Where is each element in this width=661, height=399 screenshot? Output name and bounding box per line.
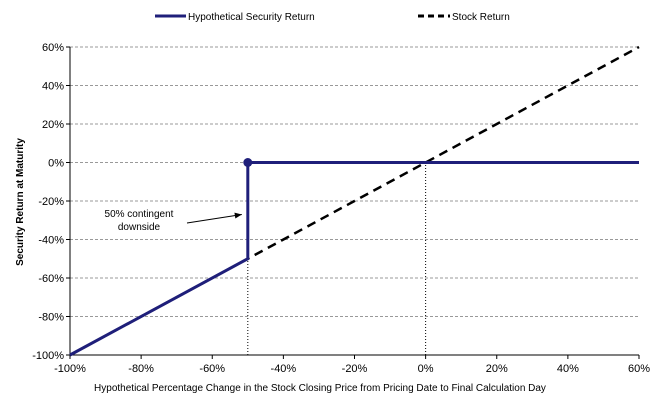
y-tick-label-4: -20% — [38, 196, 64, 208]
x-axis-title: Hypothetical Percentage Change in the St… — [94, 383, 546, 394]
y-tick-label-5: 0% — [48, 158, 64, 170]
y-tick-label-3: -40% — [38, 235, 64, 247]
legend-label-security-return: Hypothetical Security Return — [188, 12, 315, 23]
annotation-line-1: 50% contingent — [105, 209, 174, 220]
x-tick-label-5: 0% — [418, 363, 434, 375]
y-tick-label-7: 40% — [42, 81, 64, 93]
x-tick-label-8: 60% — [628, 363, 650, 375]
x-tick-label-3: -40% — [271, 363, 297, 375]
annotation: 50% contingent downside — [105, 209, 242, 233]
x-tick-label-0: -100% — [54, 363, 86, 375]
y-axis-title: Security Return at Maturity — [15, 138, 26, 266]
x-axis-ticks: -100% -80% -60% -40% -20% 0% 20% 40% 60% — [54, 355, 650, 375]
y-tick-label-6: 20% — [42, 119, 64, 131]
annotation-line-2: downside — [118, 222, 161, 233]
x-tick-label-2: -60% — [199, 363, 225, 375]
y-tick-label-8: 60% — [42, 42, 64, 54]
annotation-arrow — [187, 214, 242, 223]
security-return-marker — [243, 158, 252, 167]
legend-label-stock-return: Stock Return — [452, 12, 510, 23]
x-tick-label-6: 20% — [486, 363, 508, 375]
annotation-arrowhead — [234, 213, 241, 219]
series-line-0 — [70, 163, 639, 356]
legend: Hypothetical Security Return Stock Retur… — [155, 12, 510, 23]
x-tick-label-1: -80% — [128, 363, 154, 375]
y-tick-label-1: -80% — [38, 312, 64, 324]
reference-lines — [248, 163, 426, 356]
grid — [70, 47, 639, 317]
y-tick-label-0: -100% — [32, 350, 64, 362]
x-tick-label-7: 40% — [557, 363, 579, 375]
y-tick-label-2: -60% — [38, 273, 64, 285]
x-tick-label-4: -20% — [342, 363, 368, 375]
y-axis-ticks: -100% -80% -60% -40% -20% 0% 20% 40% 60% — [32, 42, 70, 362]
